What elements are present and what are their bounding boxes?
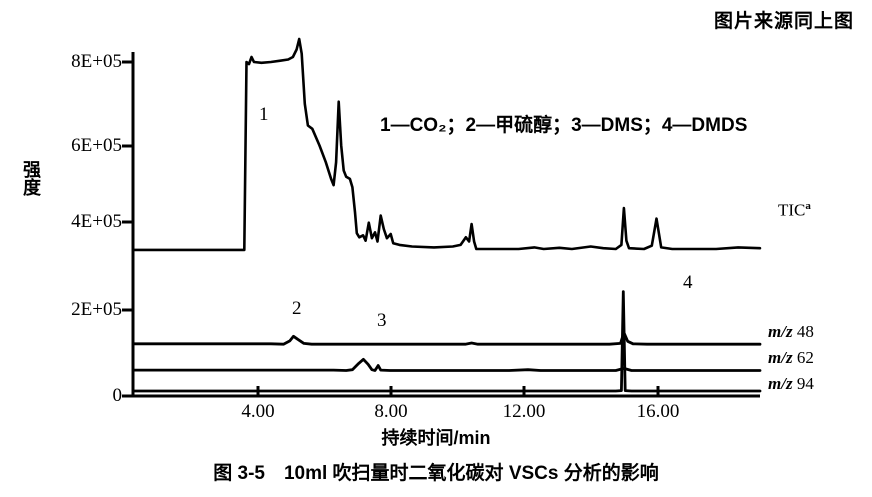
- trace-mz94: [131, 290, 762, 393]
- trace-label-mz94-num: 94: [796, 374, 814, 393]
- trace-tic: [131, 37, 762, 252]
- y-tick-label-2e5: 2E+05: [71, 299, 122, 320]
- peak-number-2: 2: [292, 298, 302, 319]
- peak-legend-text: 1—CO₂；2—甲硫醇；3—DMS；4—DMDS: [380, 115, 748, 136]
- trace-label-mz48: m/z 48: [768, 322, 814, 342]
- trace-label-mz94-mz: m/z: [768, 374, 793, 393]
- y-tick-label-6e5: 6E+05: [71, 135, 122, 156]
- peak-number-1: 1: [259, 104, 269, 125]
- y-axis-ticks: [122, 60, 133, 398]
- trace-label-tic: TICa: [778, 200, 811, 221]
- trace-label-mz62: m/z 62: [768, 348, 814, 368]
- y-tick-label-4e5: 4E+05: [71, 211, 122, 232]
- trace-label-mz62-num: 62: [796, 348, 814, 367]
- x-tick-label-8: 8.00: [374, 401, 408, 422]
- x-axis-label: 持续时间/min: [0, 424, 872, 450]
- peak-number-3: 3: [377, 310, 387, 331]
- trace-mz62: [131, 357, 762, 372]
- y-axis-label: 强度: [21, 160, 41, 196]
- x-tick-label-16: 16.00: [636, 401, 680, 422]
- trace-label-mz48-mz: m/z: [768, 322, 793, 341]
- figure-caption: 图 3-5 10ml 吹扫量时二氧化碳对 VSCs 分析的影响: [213, 463, 659, 484]
- trace-label-mz62-mz: m/z: [768, 348, 793, 367]
- trace-mz48: [131, 331, 762, 346]
- peak-legend: 1—CO₂；2—甲硫醇；3—DMS；4—DMDS: [380, 110, 747, 137]
- trace-label-tic-text: TIC: [778, 200, 806, 220]
- trace-label-tic-superscript: a: [805, 200, 811, 212]
- x-tick-label-4: 4.00: [241, 401, 275, 422]
- y-tick-label-8e5: 8E+05: [71, 51, 122, 72]
- source-note: 图片来源同上图: [713, 11, 854, 32]
- x-axis-label-text: 持续时间/min: [381, 428, 491, 448]
- trace-group: [131, 37, 762, 393]
- trace-label-mz94: m/z 94: [768, 374, 814, 394]
- peak-number-4: 4: [683, 272, 693, 293]
- trace-label-mz48-num: 48: [796, 322, 814, 341]
- y-tick-label-0: 0: [112, 385, 123, 406]
- x-tick-label-12: 12.00: [502, 401, 546, 422]
